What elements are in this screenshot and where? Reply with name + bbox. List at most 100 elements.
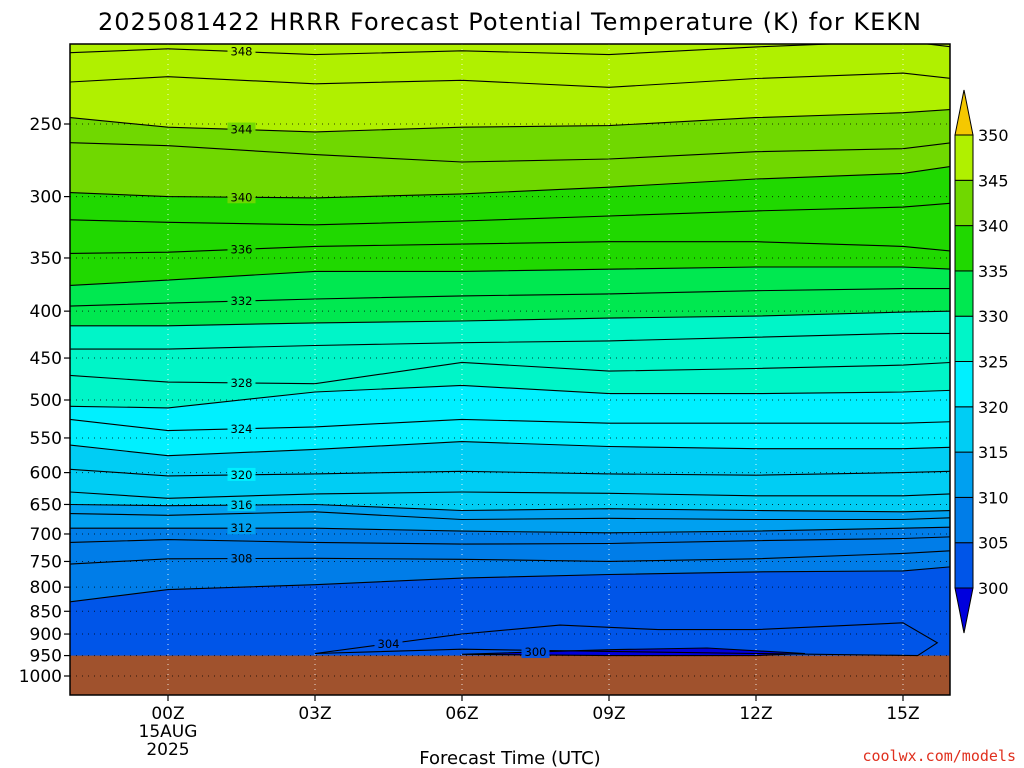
colorbar-bin [954,134,974,181]
contour-label: 308 [231,552,253,566]
colorbar-label: 305 [978,534,1009,553]
contour-label: 320 [231,468,253,482]
colorbar-label: 320 [978,398,1009,417]
plot-frame [69,43,951,696]
contour-line-unlabeled [70,310,950,327]
colorbar-bin [954,542,974,589]
contour-label-bg [227,190,256,204]
colorbar-extend-bottom [954,587,974,634]
y-tick-label: 600 [30,464,62,484]
y-tick-label: 650 [30,495,62,515]
y-tick-label: 500 [30,391,62,411]
contour-label: 300 [525,645,547,659]
contour-line-320 [70,468,950,477]
y-tick-label: 300 [30,188,62,208]
x-tick-label: 12Z [739,704,772,724]
contour-label: 316 [231,498,253,512]
y-tick-label: 800 [30,578,62,598]
contour-line-332 [70,288,950,307]
contour-line-300 [461,647,806,657]
colorbar-label: 345 [978,171,1009,190]
colorbar-label: 335 [978,262,1009,281]
contour-line-unlabeled [70,384,950,409]
contour-line-unlabeled [70,266,950,286]
contour-label-bg [374,636,403,650]
y-tick-label: 900 [30,625,62,645]
contour-line-unlabeled [70,491,950,499]
contour-line-328 [70,361,950,385]
contour-label-bg [227,122,256,136]
contour-label-bg [227,551,256,565]
x-tick-sublabel: 2025 [146,740,189,760]
contour-line-344 [70,108,950,133]
terrain-fill [70,655,950,695]
contour-label-bg [521,644,550,658]
colorbar-bin [954,361,974,408]
contour-line-unlabeled [70,536,950,545]
colorbar-bin [954,406,974,453]
contour-line-340 [70,166,950,199]
colorbar: 300 305 310 315 320 325 330 335 340 345 350 [954,89,1009,634]
colorbar-label: 350 [978,126,1009,145]
filled-contours [70,44,950,695]
contour-label-bg [227,242,256,256]
contour-line-unlabeled [70,511,950,521]
y-tick-label: 400 [30,302,62,322]
contour-label: 344 [231,123,253,137]
chart-title: 2025081422 HRRR Forecast Potential Tempe… [98,8,922,36]
colorbar-bin [954,179,974,227]
contour-line-348 [70,44,950,56]
colorbar-bin [954,270,974,317]
y-axis: 250 300 350 400 450 500 550 600 650 700 750 800 850 9… [19,115,70,687]
contour-line-unlabeled [70,72,950,88]
contour-label-bg [227,375,256,389]
contour-label: 340 [231,190,253,204]
colorbar-label: 310 [978,488,1009,507]
contour-label: 324 [231,422,253,436]
colorbar-label: 325 [978,353,1009,372]
x-tick-label: 09Z [592,704,625,724]
contour-line-unlabeled [70,441,950,457]
x-tick-label: 15Z [886,704,919,724]
y-tick-label: 850 [30,602,62,622]
y-tick-label: 450 [30,349,62,369]
y-tick-label: 700 [30,525,62,545]
contour-label-bg [227,521,256,535]
contour-line-unlabeled [70,332,950,350]
contour-label-bg [227,498,256,512]
colorbar-label: 315 [978,443,1009,462]
y-tick-label: 350 [30,249,62,269]
colorbar-bin [954,496,974,544]
colorbar-label: 300 [978,579,1009,598]
colorbar-extend-top [954,89,974,136]
credit-link[interactable]: coolwx.com/models [862,747,1016,765]
x-tick-label: 00Z [151,704,184,724]
contour-band-304 [315,622,938,656]
contour-label: 328 [231,376,253,390]
colorbar-bin [954,315,974,363]
contour-label-bg [227,294,256,308]
contour-label: 304 [378,637,400,651]
contour-line-312 [70,526,950,534]
x-tick-sublabel: 15AUG [139,722,198,742]
y-tick-label: 250 [30,115,62,135]
contour-line-324 [70,418,950,432]
grid [70,44,950,695]
contour-line-unlabeled [70,142,950,163]
contour-label: 336 [231,242,253,256]
contour-line-unlabeled [70,202,950,226]
contour-line-unlabeled [70,566,950,603]
colorbar-label: 330 [978,307,1009,326]
contour-label-bg [227,467,256,481]
contour-line-336 [70,241,950,254]
contour-label: 348 [231,45,253,59]
colorbar-bin [954,451,974,498]
y-tick-label: 750 [30,552,62,572]
plot-area: 348 344 340 336 332 328 324 320 316 312 308 304 300 [69,43,951,696]
y-tick-label: 1000 [19,667,62,687]
colorbar-bin [954,225,974,272]
contour-label-bg [227,421,256,435]
x-tick-label: 03Z [298,704,331,724]
